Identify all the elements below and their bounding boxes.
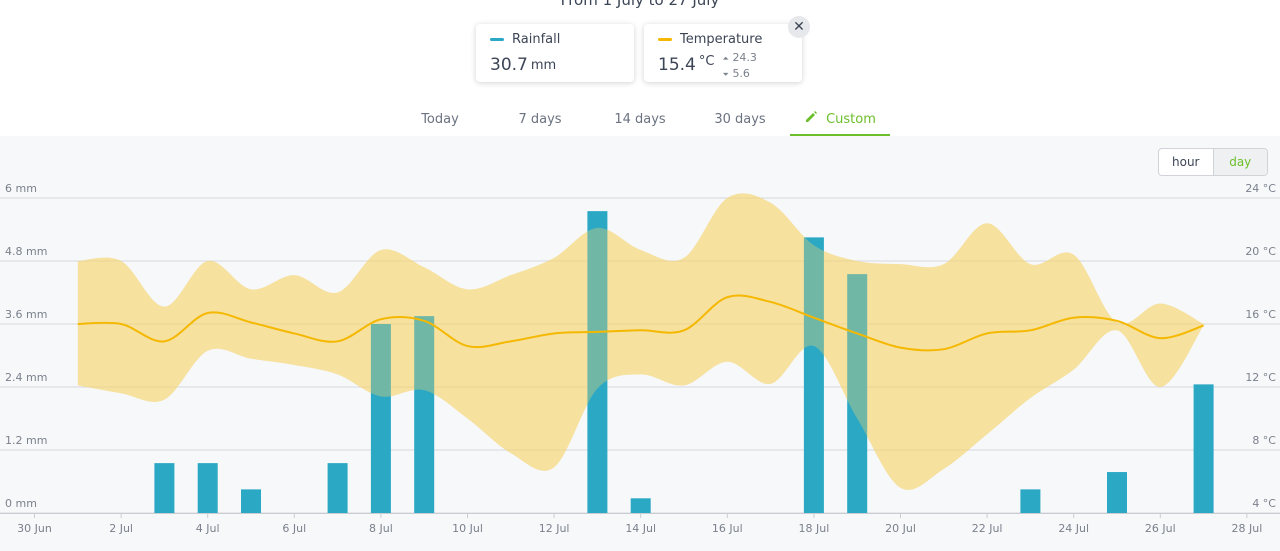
rainfall-bar (587, 211, 608, 513)
x-tick-label: 18 Jul (799, 522, 830, 535)
rainfall-total: 30.7 (490, 55, 528, 75)
rainfall-bar (1020, 489, 1041, 513)
y-right-tick-label: 24 °C (1245, 182, 1276, 195)
rainfall-bar (847, 274, 868, 513)
y-right-tick-label: 20 °C (1245, 245, 1276, 258)
x-tick-label: 24 Jul (1058, 522, 1089, 535)
y-left-tick-label: 4.8 mm (5, 245, 47, 258)
min-arrow-icon: ⏷ (722, 70, 729, 79)
rainfall-summary-card: Rainfall 30.7 mm (476, 24, 634, 82)
y-right-tick-label: 16 °C (1245, 308, 1276, 321)
y-left-tick-label: 0 mm (5, 497, 37, 510)
rainfall-bar (197, 463, 218, 513)
rainfall-bar (1193, 384, 1214, 513)
x-tick-label: 26 Jul (1145, 522, 1176, 535)
rainfall-bar (327, 463, 348, 513)
rainfall-bar (154, 463, 175, 513)
x-tick-label: 22 Jul (972, 522, 1003, 535)
period-title: From 1 July to 27 July (560, 0, 720, 9)
rainfall-unit: mm (530, 58, 557, 73)
rainfall-label: Rainfall (512, 32, 561, 47)
hour-toggle-button[interactable]: hour (1172, 155, 1200, 169)
rainfall-bar (370, 324, 391, 513)
y-right-tick-label: 8 °C (1252, 434, 1276, 447)
x-tick-label: 14 Jul (625, 522, 656, 535)
rainfall-bar (630, 498, 651, 513)
temperature-min: 5.6 (732, 67, 750, 80)
x-tick-label: 6 Jul (282, 522, 306, 535)
tab-30-days[interactable]: 30 days (714, 112, 766, 127)
temperature-summary-card: Temperature 15.4 °C ⏶ 24.3 ⏷ 5.6 (644, 24, 802, 82)
temperature-max: 24.3 (732, 51, 757, 64)
y-left-tick-label: 3.6 mm (5, 308, 47, 321)
rainfall-bar (414, 316, 435, 513)
temperature-minmax: ⏶ 24.3 ⏷ 5.6 (722, 50, 757, 82)
temperature-unit: °C (698, 54, 715, 69)
tab-14-days[interactable]: 14 days (614, 112, 666, 127)
x-tick-label: 12 Jul (539, 522, 570, 535)
tab-7-days[interactable]: 7 days (518, 112, 562, 127)
temperature-range-band (77, 193, 1204, 490)
y-left-tick-label: 1.2 mm (5, 434, 47, 447)
day-toggle-button[interactable]: day (1212, 149, 1267, 175)
temperature-average-line (77, 294, 1204, 352)
x-tick-label: 16 Jul (712, 522, 743, 535)
rainfall-bar (1107, 472, 1127, 513)
tab-custom[interactable]: Custom (790, 104, 890, 137)
x-tick-label: 20 Jul (885, 522, 916, 535)
x-tick-label: 2 Jul (109, 522, 133, 535)
tab-custom-label: Custom (826, 112, 876, 127)
rainfall-swatch (490, 38, 504, 41)
x-tick-label: 30 Jun (17, 522, 52, 535)
x-tick-label: 4 Jul (196, 522, 220, 535)
rainfall-bar (803, 237, 824, 513)
temperature-average: 15.4 (658, 55, 696, 75)
close-icon: ✕ (793, 19, 805, 35)
rainfall-bar (241, 489, 261, 513)
x-tick-label: 8 Jul (369, 522, 393, 535)
close-legend-button[interactable]: ✕ (788, 16, 810, 38)
granularity-toggle: hour day (1158, 148, 1268, 176)
y-left-tick-label: 6 mm (5, 182, 37, 195)
y-right-tick-label: 4 °C (1252, 497, 1276, 510)
pencil-icon (804, 104, 818, 136)
x-tick-label: 28 Jul (1232, 522, 1263, 535)
y-right-tick-label: 12 °C (1245, 371, 1276, 384)
temperature-range-overlay (77, 193, 1204, 490)
tab-today[interactable]: Today (421, 112, 459, 127)
y-left-tick-label: 2.4 mm (5, 371, 47, 384)
max-arrow-icon: ⏶ (722, 54, 729, 63)
temperature-swatch (658, 38, 672, 41)
temperature-label: Temperature (680, 32, 763, 47)
x-tick-label: 10 Jul (452, 522, 483, 535)
